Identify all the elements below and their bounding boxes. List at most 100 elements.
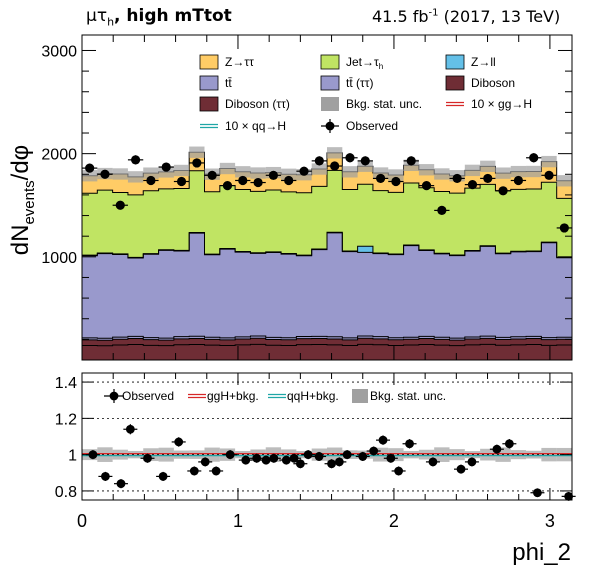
legend-swatch — [200, 97, 218, 111]
ytick-label: 3000 — [41, 43, 77, 60]
ratio-point — [190, 467, 199, 476]
observed-point — [361, 156, 370, 165]
ratio-point — [386, 454, 395, 463]
ratio-point — [252, 454, 261, 463]
observed-point — [498, 186, 507, 195]
channel-subscript: h — [107, 15, 114, 28]
ratio-point — [358, 452, 367, 461]
channel-symbol: μτ — [86, 6, 107, 26]
stat-unc-bin — [480, 161, 495, 172]
observed-point — [468, 180, 477, 189]
legend-label-sub: h — [379, 62, 383, 71]
ratio-point — [379, 436, 388, 445]
ratio-observed-points — [86, 424, 576, 501]
ratio-point — [212, 467, 221, 476]
ratio-unc-bin — [159, 448, 174, 462]
ytick-label: 2000 — [41, 147, 77, 164]
stat-unc-bin — [465, 165, 480, 176]
observed-point — [514, 176, 523, 185]
observed-point — [483, 174, 492, 183]
y-axis-title-tail: /dφ — [7, 145, 34, 181]
y-axis-title-main: dN — [7, 225, 34, 256]
ratio-legend-label: ggH+bkg. — [207, 389, 259, 403]
legend-swatch — [321, 97, 339, 111]
observed-point — [116, 201, 125, 210]
ratio-point — [143, 454, 152, 463]
ratio-ytick-label: 1.4 — [55, 375, 77, 392]
legend-label: tt̄ — [225, 76, 232, 90]
observed-point — [192, 158, 201, 167]
x-axis-title: phi_2 — [512, 539, 571, 566]
legend-point — [326, 122, 335, 131]
category-label: , high mTtot — [114, 6, 232, 26]
ytick-label: 1000 — [41, 250, 77, 267]
legend-label: Jet→τh — [346, 55, 383, 71]
observed-point — [376, 174, 385, 183]
legend-swatch — [446, 76, 464, 90]
legend-label: Z→ll — [471, 55, 496, 69]
observed-point — [391, 177, 400, 186]
observed-point — [529, 153, 538, 162]
ratio-point — [429, 458, 438, 467]
observed-point — [407, 156, 416, 165]
observed-point — [146, 176, 155, 185]
observed-point — [162, 162, 171, 171]
observed-point — [560, 223, 569, 232]
observed-point — [223, 181, 232, 190]
ratio-legend-label: Observed — [122, 389, 174, 403]
ratio-ytick-label: 1.2 — [55, 411, 77, 428]
observed-point — [299, 167, 308, 176]
y-axis-title: dNevents/dφ — [7, 145, 38, 255]
lumi-value: 41.5 fb — [372, 7, 429, 26]
stat-unc-bin — [526, 166, 541, 177]
stat-unc-bin — [235, 166, 250, 177]
legend-label: Diboson — [471, 76, 515, 90]
legend-label: Diboson (ττ) — [225, 97, 290, 111]
xtick-label: 2 — [389, 511, 399, 531]
ratio-point — [405, 439, 414, 448]
observed-point — [238, 176, 247, 185]
stat-unc-bin — [250, 167, 265, 178]
ratio-point — [226, 450, 235, 459]
ratio-unc-bin — [113, 450, 128, 460]
ratio-legend-label: qqH+bkg. — [287, 389, 339, 403]
stat-unc-bin — [220, 163, 235, 174]
stat-unc-bin — [495, 167, 510, 178]
ratio-point — [201, 458, 210, 467]
main-legend: Z→ττ Jet→τh Z→ll tt̄ tt̄ (ττ) Diboson Diboson … — [200, 55, 532, 133]
ratio-point — [327, 459, 336, 468]
luminosity-label: 41.5 fb-1 (2017, 13 TeV) — [372, 7, 560, 26]
ratio-point — [159, 472, 168, 481]
stat-unc-bin — [189, 147, 204, 158]
observed-point — [315, 156, 324, 165]
stat-unc-bin — [541, 156, 556, 167]
legend-label: Bkg. stat. unc. — [346, 97, 422, 111]
stack-diboson — [82, 344, 572, 360]
ratio-point — [174, 438, 183, 447]
stat-unc-bin — [327, 147, 342, 158]
ratio-point — [335, 458, 344, 467]
observed-point — [345, 153, 354, 162]
ratio-point — [304, 450, 313, 459]
ratio-point — [282, 456, 291, 465]
ratio-legend-swatch — [352, 389, 368, 403]
legend-swatch — [321, 55, 339, 69]
ratio-point — [492, 445, 501, 454]
stat-unc-bin — [511, 166, 526, 177]
stat-unc-bin — [557, 175, 572, 186]
observed-point — [208, 171, 217, 180]
legend-swatch — [200, 55, 218, 69]
observed-point — [253, 178, 262, 187]
ratio-point — [533, 488, 542, 497]
xtick-label: 1 — [233, 511, 243, 531]
legend-label: 10 × gg→H — [471, 97, 532, 111]
ratio-unc-bin — [128, 451, 143, 458]
xtick-label: 0 — [77, 511, 87, 531]
legend-swatch — [446, 55, 464, 69]
legend-label: tt̄ (ττ) — [346, 76, 373, 90]
observed-point — [284, 176, 293, 185]
legend-swatch — [200, 76, 218, 90]
ratio-point — [468, 458, 477, 467]
ratio-point — [269, 454, 278, 463]
